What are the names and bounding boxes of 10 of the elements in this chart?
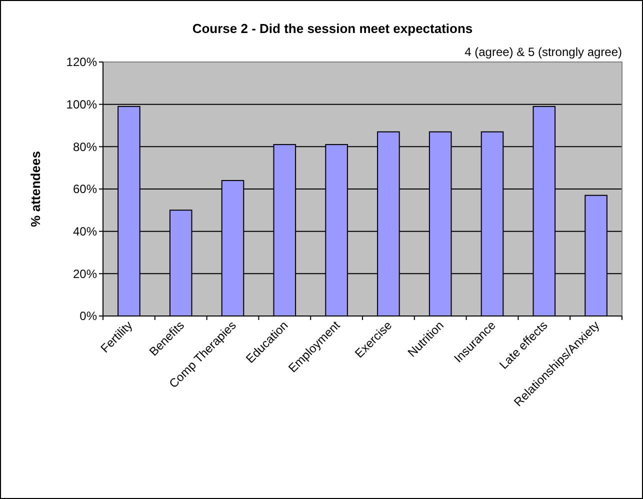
y-tick-label: 60%: [72, 182, 98, 196]
y-tick-label: 20%: [72, 266, 98, 281]
y-tick-label: 120%: [66, 55, 98, 70]
y-tick-label: 40%: [72, 224, 98, 239]
chart-subtitle: 4 (agree) & 5 (strongly agree): [464, 45, 622, 59]
y-tick-label: 100%: [66, 98, 98, 112]
chart-title: Course 2 - Did the session meet expectations: [192, 21, 473, 36]
y-tick-label: 0%: [80, 309, 98, 324]
y-tick-label: 80%: [72, 140, 98, 154]
y-axis-title: % attendees: [28, 151, 43, 227]
